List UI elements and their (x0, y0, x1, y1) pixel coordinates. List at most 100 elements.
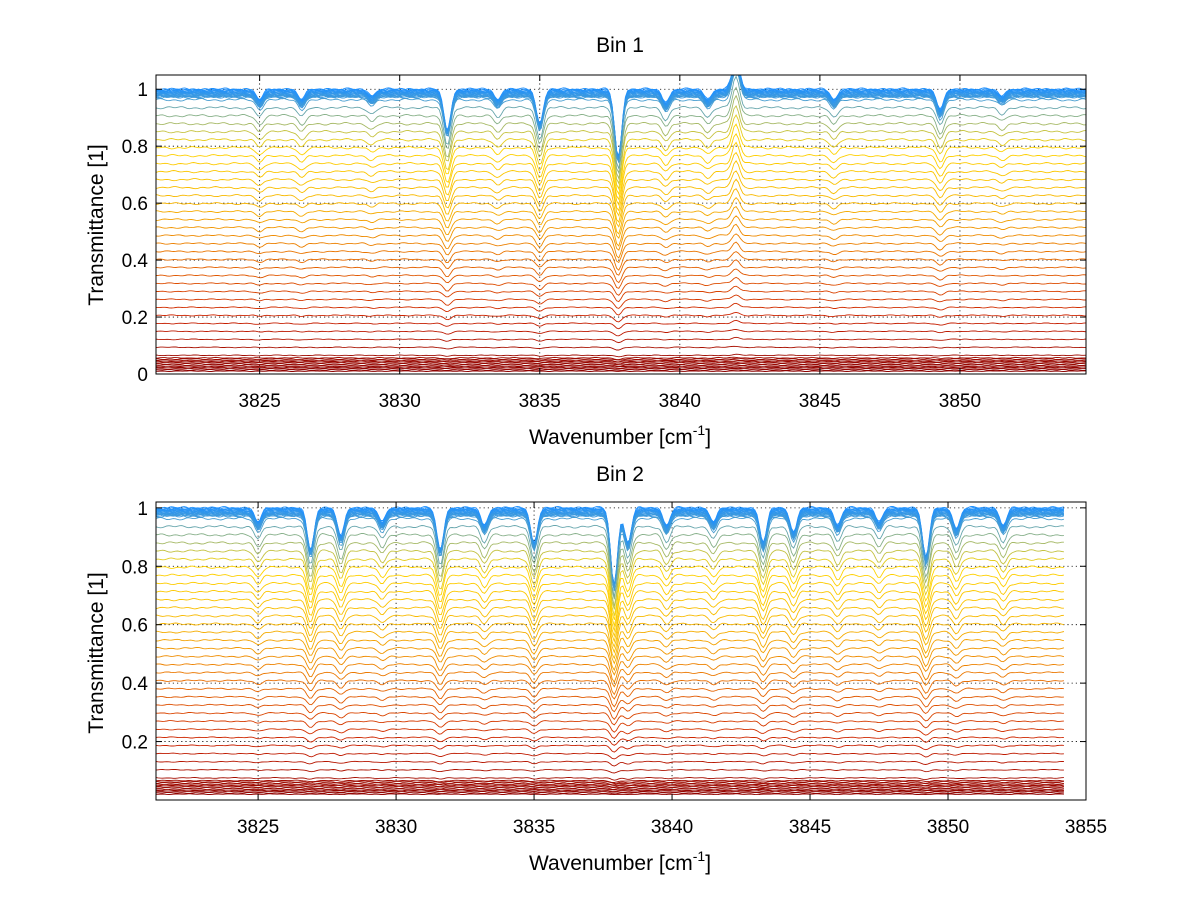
series-line (155, 695, 1064, 713)
series-line (155, 744, 1064, 753)
series-line (155, 622, 1064, 660)
subplot-1-x-axis-label-main: Wavenumber [cm (529, 426, 693, 449)
series-line (155, 663, 1065, 688)
subplot-1-x-axis-label-sup: -1 (693, 422, 706, 438)
series-line (155, 178, 1087, 228)
series-line (155, 524, 1064, 598)
series-line (155, 133, 1087, 201)
subplot-2-x-axis-label-main: Wavenumber [cm (529, 852, 693, 875)
subplot-1-title: Bin 1 (596, 34, 644, 57)
subplot-2-ticks: 3825 3830 3835 3840 3845 3850 3855 0.2 0.4 0.6 0.8… (122, 499, 1108, 838)
series-line (155, 768, 1064, 774)
series-line (155, 86, 1087, 175)
series-line (155, 573, 1064, 628)
series-line (155, 565, 1064, 621)
y-tick-label: 0.4 (122, 674, 149, 695)
series-line (156, 792, 1064, 795)
series-line (156, 359, 1086, 363)
subplot-2-axes-box (155, 501, 1087, 801)
subplot-1-x-axis-label-end: ] (705, 426, 711, 449)
x-tick-label: 3835 (513, 817, 555, 838)
y-tick-label: 0.4 (122, 251, 149, 272)
series-line (155, 367, 1087, 370)
series-line (155, 720, 1064, 733)
y-tick-label: 0.2 (122, 733, 148, 754)
series-line (155, 736, 1064, 746)
series-line (156, 360, 1087, 363)
series-line (155, 364, 1087, 367)
series-line (155, 362, 1087, 365)
series-line (156, 361, 1087, 365)
series-line (155, 788, 1064, 791)
series-line (155, 533, 1064, 600)
series-line (155, 655, 1065, 684)
series-line (155, 671, 1065, 696)
series-line (156, 549, 1064, 610)
x-tick-label: 3825 (239, 391, 281, 412)
series-line (155, 787, 1064, 790)
series-line (155, 233, 1087, 264)
x-tick-label: 3845 (799, 391, 841, 412)
series-line (155, 336, 1087, 344)
x-tick-label: 3850 (939, 391, 981, 412)
x-tick-label: 3850 (927, 817, 969, 838)
series-line (155, 789, 1064, 793)
series-line (155, 159, 1087, 217)
x-tick-label: 3830 (379, 391, 421, 412)
series-line (155, 598, 1064, 643)
subplot-bin-1: Bin 1 3825 3830 3835 3840 3845 3850 0 0.2 0.4 0.6… (85, 34, 1087, 449)
series-line (155, 369, 1087, 371)
y-tick-label: 0.2 (122, 308, 148, 329)
series-line (155, 114, 1087, 190)
series-line (155, 294, 1086, 309)
series-line (155, 790, 1064, 793)
series-line (155, 302, 1087, 316)
x-tick-label: 3825 (237, 817, 279, 838)
series-line (155, 223, 1087, 259)
series-line (155, 188, 1087, 235)
x-tick-label: 3855 (1065, 817, 1107, 838)
x-tick-label: 3840 (651, 817, 693, 838)
subplot-2-x-axis-label: Wavenumber [cm-1] (529, 848, 711, 875)
series-line (155, 141, 1087, 206)
series-line (155, 356, 1087, 361)
y-tick-label: 1 (137, 80, 148, 101)
subplot-2-title: Bin 2 (596, 463, 644, 486)
subplot-bin-2: Bin 2 3825 3830 3835 3840 3845 3850 3855 0.2 0.4… (85, 463, 1107, 875)
series-line (155, 557, 1064, 616)
series-line (155, 151, 1087, 212)
series-line (155, 319, 1087, 330)
series-line (156, 793, 1064, 796)
series-line (155, 752, 1064, 760)
series-line (155, 728, 1064, 739)
y-tick-label: 0.6 (122, 194, 148, 215)
series-line (155, 782, 1064, 786)
series-line (155, 74, 1087, 164)
subplot-1-axes-box (155, 74, 1087, 375)
series-line (155, 251, 1087, 276)
series-line (155, 638, 1065, 672)
subplot-1-x-axis-label: Wavenumber [cm-1] (529, 422, 711, 449)
series-line (155, 276, 1087, 296)
series-line (155, 329, 1087, 337)
series-line (155, 241, 1087, 271)
series-line (155, 687, 1064, 708)
series-line (156, 784, 1064, 788)
subplot-2-y-axis-label: Transmittance [1] (85, 572, 108, 733)
y-tick-label: 0.8 (122, 557, 148, 578)
series-line (155, 357, 1086, 361)
series-line (156, 783, 1064, 787)
series-line (155, 780, 1064, 784)
series-line (155, 345, 1087, 351)
series-line (156, 370, 1087, 372)
series-line (155, 259, 1087, 284)
series-line (155, 541, 1064, 607)
subplot-1-series-group (155, 74, 1087, 372)
series-line (155, 353, 1087, 358)
series-line (156, 285, 1086, 303)
subplot-1-ticks: 3825 3830 3835 3840 3845 3850 0 0.2 0.4 0.6 0.8 1 (122, 75, 1086, 412)
series-line (155, 760, 1064, 767)
y-tick-label: 1 (137, 499, 148, 520)
